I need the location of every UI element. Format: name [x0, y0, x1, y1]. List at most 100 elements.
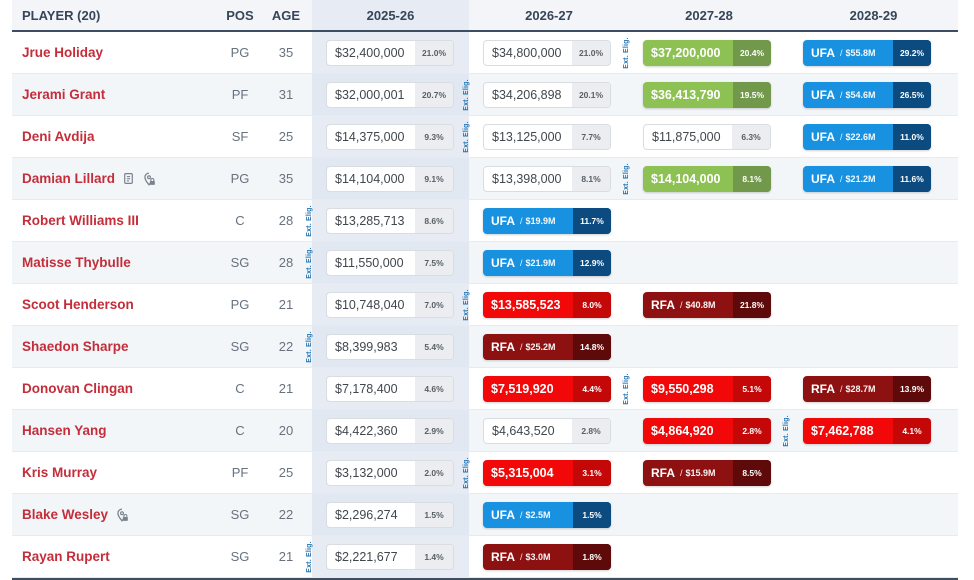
player-row: Jrue Holiday PG 35 $32,400,000 21.0% $34,800,… [12, 32, 958, 74]
salary-pill: $14,104,000 9.1% [326, 165, 454, 192]
salary-value: $7,462,788 [811, 423, 874, 438]
col-header-age[interactable]: AGE [271, 7, 301, 23]
fa-projected-amount: $3.0M [525, 551, 551, 562]
salary-year-cell: Ext. Elig. $13,585,523 8.0% [463, 284, 629, 325]
free-agency-label: UFA / $55.8M [803, 40, 893, 66]
salary-year-cell [629, 242, 789, 283]
salary-year-cell [629, 200, 789, 241]
player-link[interactable]: Damian Lillard [22, 171, 116, 186]
col-header-2026-27[interactable]: 2026-27 [525, 7, 573, 23]
fa-type-label: RFA [651, 297, 675, 312]
salary-pill: $9,550,298 5.1% [643, 375, 771, 402]
salary-year-cell: $4,864,920 2.8% [629, 410, 789, 451]
cap-percentage: 14.8% [573, 333, 611, 360]
salary-value: $4,422,360 [335, 423, 398, 438]
salary-value: $7,178,400 [335, 381, 398, 396]
position-value: C [235, 213, 245, 228]
ufa-pill: UFA / $54.6M 26.5% [803, 81, 931, 108]
fa-separator: / [840, 89, 843, 100]
player-link[interactable]: Donovan Clingan [22, 381, 133, 396]
player-link[interactable]: Blake Wesley [22, 507, 109, 522]
player-link[interactable]: Robert Williams III [22, 213, 139, 228]
player-cell: Donovan Clingan [12, 368, 220, 409]
player-link[interactable]: Rayan Rupert [22, 549, 110, 564]
cap-percentage: 4.1% [893, 417, 931, 444]
fa-separator: / [520, 509, 523, 520]
salary-year-cell: $4,422,360 2.9% [312, 410, 469, 451]
col-header-player[interactable]: PLAYER (20) [22, 7, 101, 23]
age-value: 25 [278, 465, 294, 480]
salary-pill: $4,864,920 2.8% [643, 417, 771, 444]
salary-pill: $2,296,274 1.5% [326, 501, 454, 528]
salary-cap-table: PLAYER (20) POS AGE 2025-26 2026-27 2027… [12, 0, 958, 580]
salary-value: $13,285,713 [335, 213, 405, 228]
player-link[interactable]: Scoot Henderson [22, 297, 134, 312]
salary-value: $8,399,983 [335, 339, 398, 354]
cap-percentage: 21.0% [572, 40, 610, 65]
salary-year-cell [629, 494, 789, 535]
salary-year-cell: RFA / $15.9M 8.5% [629, 452, 789, 493]
trade-restriction-icon[interactable] [142, 172, 156, 186]
fa-separator: / [680, 299, 683, 310]
salary-year-cell: RFA / $25.2M 14.8% [469, 326, 629, 367]
ufa-pill: UFA / $21.2M 11.6% [803, 165, 931, 192]
salary-pill: $2,221,677 1.4% [326, 543, 454, 570]
salary-value: $3,132,000 [335, 465, 398, 480]
salary-pill: $36,413,790 19.5% [643, 81, 771, 108]
salary-year-cell: Ext. Elig. $2,221,677 1.4% [306, 536, 469, 577]
free-agency-label: UFA / $19.9M [483, 208, 573, 234]
free-agency-label: RFA / $40.8M [643, 292, 733, 318]
col-header-2028-29[interactable]: 2028-29 [849, 7, 898, 23]
salary-year-cell [789, 536, 958, 577]
player-link[interactable]: Shaedon Sharpe [22, 339, 129, 354]
fa-separator: / [520, 341, 523, 352]
cap-percentage: 1.8% [573, 543, 611, 570]
salary-pill: $13,585,523 8.0% [483, 291, 611, 318]
extension-eligible-marker: Ext. Elig. [623, 36, 630, 69]
player-link[interactable]: Hansen Yang [22, 423, 107, 438]
salary-value: $11,550,000 [335, 255, 404, 270]
player-row: Jerami Grant PF 31 $32,000,001 20.7% Ext. Eli… [12, 74, 958, 116]
player-cell: Matisse Thybulle [12, 242, 220, 283]
free-agency-label: RFA / $3.0M [483, 544, 573, 570]
col-header-2025-26[interactable]: 2025-26 [312, 0, 469, 30]
extension-eligible-marker: Ext. Elig. [306, 540, 313, 573]
col-header-2027-28[interactable]: 2027-28 [685, 7, 733, 23]
contract-note-icon[interactable] [122, 172, 135, 185]
position-value: C [235, 423, 245, 438]
free-agency-label: RFA / $28.7M [803, 376, 893, 402]
player-link[interactable]: Kris Murray [22, 465, 98, 480]
free-agency-label: UFA / $54.6M [803, 82, 893, 108]
player-link[interactable]: Matisse Thybulle [22, 255, 131, 270]
ufa-pill: UFA / $2.5M 1.5% [483, 501, 611, 528]
player-cell: Jerami Grant [12, 74, 220, 115]
rfa-pill: RFA / $15.9M 8.5% [643, 459, 771, 486]
player-row: Kris Murray PF 25 $3,132,000 2.0% Ext. Elig. $… [12, 452, 958, 494]
player-row: Hansen Yang C 20 $4,422,360 2.9% $4,643,520 2.… [12, 410, 958, 452]
salary-year-cell: UFA / $22.6M 11.0% [789, 116, 958, 157]
salary-pill: $7,462,788 4.1% [803, 417, 931, 444]
cap-percentage: 8.1% [733, 165, 771, 192]
player-row: Rayan Rupert SG 21 Ext. Elig. $2,221,677 1.4%… [12, 536, 958, 578]
age-value: 25 [278, 129, 294, 144]
fa-separator: / [840, 131, 843, 142]
extension-eligible-marker: Ext. Elig. [463, 288, 470, 321]
player-link[interactable]: Jrue Holiday [22, 45, 104, 60]
age-value: 35 [278, 45, 294, 60]
trade-restriction-icon[interactable] [115, 508, 129, 522]
salary-value: $34,800,000 [492, 45, 562, 60]
fa-projected-amount: $40.8M [685, 299, 716, 310]
fa-type-label: RFA [651, 465, 675, 480]
extension-eligible-marker: Ext. Elig. [463, 456, 470, 489]
fa-separator: / [840, 47, 843, 58]
salary-value: $13,585,523 [491, 297, 561, 312]
salary-pill: $4,422,360 2.9% [326, 417, 454, 444]
age-value: 28 [278, 255, 294, 270]
ufa-pill: UFA / $21.9M 12.9% [483, 249, 611, 276]
col-header-pos[interactable]: POS [226, 7, 254, 23]
fa-separator: / [840, 383, 843, 394]
salary-value: $13,125,000 [492, 129, 562, 144]
player-link[interactable]: Jerami Grant [22, 87, 106, 102]
player-link[interactable]: Deni Avdija [22, 129, 95, 144]
